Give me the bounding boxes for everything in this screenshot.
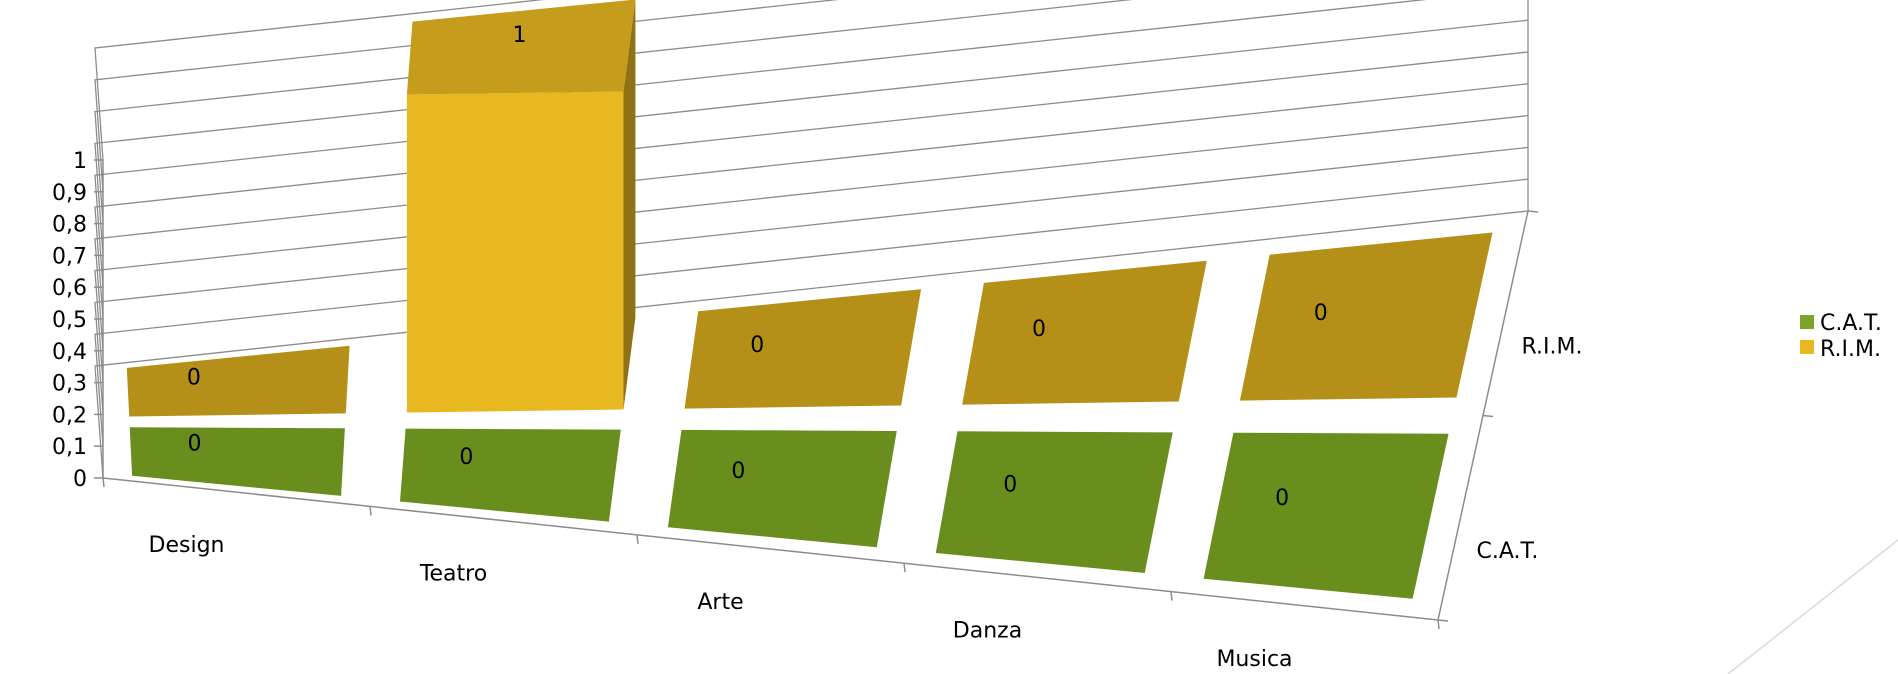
y-tick-label: 0,3: [52, 372, 87, 397]
y-tick-label: 0,6: [52, 276, 87, 301]
bar-flat: [400, 428, 621, 522]
legend-swatch-cat: [1800, 315, 1814, 329]
bar-flat: [1203, 432, 1449, 599]
bar-R.I.M.-Musica: [1239, 232, 1493, 401]
gridline: [94, 0, 1427, 256]
legend-label-cat: C.A.T.: [1820, 311, 1882, 336]
category-tick-mark: [636, 534, 639, 544]
bar-C.A.T.-Musica: [1203, 432, 1449, 599]
y-tick-label: 0,2: [52, 403, 87, 428]
gridline: [94, 19, 1529, 288]
bar-flat: [962, 260, 1207, 405]
category-label: Arte: [697, 590, 743, 615]
category-label: Design: [149, 533, 225, 558]
y-tick-label: 0,4: [52, 340, 87, 365]
data-label: 0: [731, 459, 745, 484]
category-tick-mark: [369, 506, 372, 516]
bar-flat: [667, 429, 897, 548]
y-tick-label: 0,8: [52, 213, 87, 238]
data-label: 0: [1003, 472, 1017, 497]
bar-C.A.T.-Teatro: [400, 428, 621, 522]
category-tick-mark: [1170, 591, 1173, 601]
legend-label-rim: R.I.M.: [1820, 337, 1881, 362]
y-tick-label: 0,1: [52, 435, 87, 460]
bar-C.A.T.-Arte: [667, 429, 897, 548]
y-tick-label: 0,7: [52, 244, 87, 269]
bars: [126, 0, 1493, 599]
depth-axis-label: R.I.M.: [1522, 334, 1583, 359]
data-label: 0: [1032, 317, 1046, 342]
gridline: [94, 0, 545, 161]
data-label: 0: [187, 365, 201, 390]
gridline: [94, 0, 839, 192]
y-tick-label: 1: [73, 149, 87, 174]
gridline: [94, 83, 1529, 351]
gridline: [94, 0, 1133, 224]
depth-tick-mark: [1437, 619, 1449, 622]
y-tick-label: 0,5: [52, 308, 87, 333]
bar-flat: [129, 427, 345, 496]
y-tick-label: 0: [73, 467, 87, 492]
y-axis-tick-labels: 0 0,1 0,2 0,3 0,4 0,5 0,6 0,7 0,8 0,9 1: [52, 149, 87, 492]
category-tick-mark: [102, 477, 105, 488]
bar-top: [406, 0, 636, 95]
data-label: 0: [188, 432, 202, 457]
category-tick-mark: [903, 563, 906, 573]
gridline: [94, 114, 1529, 383]
data-label: 0: [459, 445, 473, 470]
x-axis-category-labels: Design Teatro Arte Danza Musica: [149, 533, 1293, 672]
data-labels: 0 1 0 0 0 0 0 0 0 0: [187, 23, 1328, 511]
bar-R.I.M.-Danza: [962, 260, 1207, 405]
bar-flat: [935, 431, 1173, 573]
depth-tick-mark: [1482, 414, 1494, 418]
category-axis-line: [102, 477, 1439, 621]
bar-R.I.M.-Teatro: [406, 0, 636, 413]
category-label: Musica: [1216, 647, 1292, 672]
decorative-corner-line: [1727, 539, 1898, 674]
category-label: Danza: [953, 618, 1022, 643]
bar-flat: [684, 289, 922, 409]
category-tick-mark: [1437, 619, 1440, 630]
depth-tick-mark: [1527, 210, 1539, 213]
bar-R.I.M.-Design: [126, 345, 350, 417]
depth-axis-labels: C.A.T. R.I.M.: [1477, 334, 1583, 564]
bar-C.A.T.-Design: [129, 427, 345, 496]
bar-side: [623, 0, 636, 410]
gridline: [94, 51, 1529, 320]
data-label: 0: [1314, 301, 1328, 326]
bar-flat: [126, 345, 350, 417]
bar-flat: [1239, 232, 1493, 401]
legend-swatch-rim: [1800, 340, 1814, 354]
bar-R.I.M.-Arte: [684, 289, 922, 409]
depth-axis-label: C.A.T.: [1477, 539, 1539, 564]
data-label: 0: [750, 333, 764, 358]
category-label: Teatro: [419, 562, 487, 587]
axes: [94, 159, 1539, 630]
data-label: 0: [1275, 486, 1289, 511]
gridline: [94, 210, 1529, 479]
legend: C.A.T. R.I.M.: [1800, 311, 1882, 362]
y-tick-label: 0,9: [52, 181, 87, 206]
gridline: [94, 146, 1529, 415]
data-label: 1: [513, 23, 527, 48]
bar-C.A.T.-Danza: [935, 431, 1173, 573]
bar-front: [406, 91, 624, 413]
grid-lines: [94, 0, 1529, 479]
gridline: [94, 178, 1529, 447]
